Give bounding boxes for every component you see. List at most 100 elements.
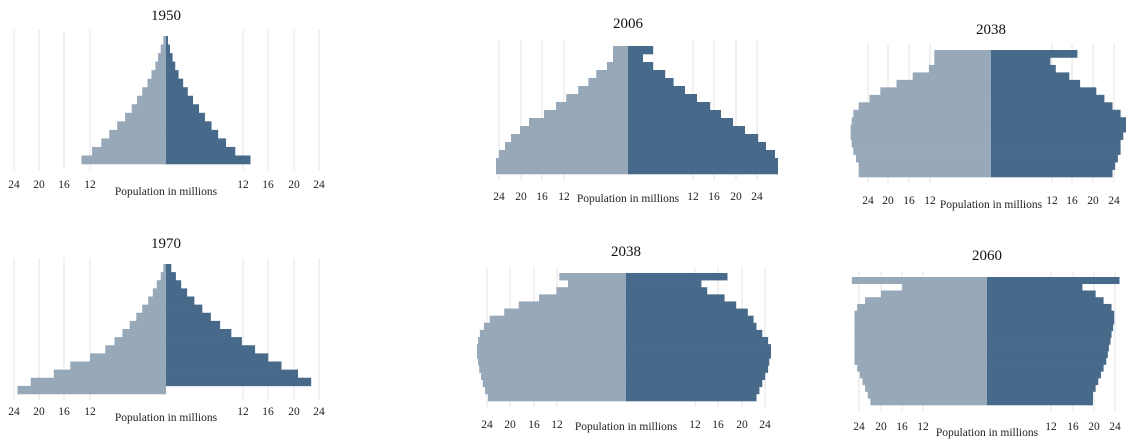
pyramid-chart-4: 2038 24 20 16 12 12 16 20 24 Population in millio… [850,22,1126,211]
tick-label: 20 [288,406,300,418]
tick-label: 12 [687,191,699,203]
bar-right [626,287,708,295]
bar-left [114,337,166,346]
bar-left [568,280,626,288]
tick-label: 16 [528,419,540,431]
tick-label: 16 [708,191,720,203]
bar-left [880,87,991,96]
bar-left [862,378,987,386]
tick-label: 20 [1087,195,1099,207]
bar-left [142,304,166,314]
bar-left [850,124,991,133]
pyramid-chart-2: 1970 24 20 16 12 12 16 20 24 Population in millio… [8,236,325,424]
bar-left [489,315,626,324]
chart-title: 1950 [151,8,181,24]
bar-right [991,154,1118,163]
bar-left [853,147,991,155]
bar-left [160,44,166,54]
bar-right [987,398,1093,406]
bar-left [101,138,166,148]
bar-left [147,78,166,88]
bar-right [626,337,769,345]
bar-left [854,337,987,345]
bar-right [628,126,745,135]
bar-right [987,310,1115,318]
bar-left [481,372,626,380]
bar-left [148,296,166,305]
bar-right [987,324,1114,332]
tick-label: 24 [1108,195,1120,207]
bar-right [166,121,212,131]
bar-right [626,294,725,302]
bar-right [166,53,173,62]
x-axis-label: Population in millions [575,421,678,433]
bar-right [991,72,1070,81]
x-axis-label: Population in millions [577,193,680,205]
bar-right [987,371,1101,379]
bar-right [626,358,770,366]
bar-right [987,357,1107,365]
bar-right [166,272,176,281]
bar-right [628,158,778,167]
bar-right [626,386,760,395]
bar-left [851,277,987,285]
bar-right [987,351,1108,359]
bar-right [166,296,195,305]
tick-label: 12 [84,406,96,418]
bar-left [857,303,987,311]
bar-right [628,166,778,175]
tick-label: 16 [58,179,70,191]
bar-right [166,155,251,165]
bar-left [158,53,166,62]
bar-right [991,162,1116,170]
bar-left [70,361,166,370]
tick-label: 16 [903,195,915,207]
bar-left [858,169,991,178]
bar-left [496,166,628,175]
bar-right [628,118,733,127]
bar-right [628,70,666,79]
bar-right [166,377,312,387]
bar-right [987,317,1115,325]
bar-right [628,78,674,87]
bar-left [479,365,626,373]
tick-label: 20 [33,179,45,191]
bar-right [626,301,737,309]
tick-label: 20 [288,179,300,191]
bar-left [504,308,626,316]
bar-right [987,378,1099,386]
bar-right [628,102,711,111]
x-axis-label: Population in millions [115,186,218,198]
bar-right [628,54,643,63]
bar-left [934,50,991,58]
tick-label: 24 [493,191,505,203]
pyramid-chart-3: 2006 24 20 16 12 12 16 20 24 Population in millio… [493,16,778,205]
bar-right [991,147,1121,155]
bar-left [105,345,166,354]
tick-label: 24 [8,406,20,418]
bar-left [122,329,166,338]
bar-left [520,126,628,135]
bar-left [556,287,626,295]
bar-left [854,330,987,338]
bar-right [991,94,1105,103]
bar-left [511,134,628,143]
bar-right [166,70,179,79]
bar-right [626,329,763,338]
bar-right [626,273,728,281]
tick-label: 24 [313,406,325,418]
bar-right [166,353,269,362]
bar-right [166,78,184,88]
bar-left [478,337,626,345]
bar-left [881,290,987,298]
tick-label: 20 [875,421,887,433]
bar-left [478,358,626,366]
bar-left [850,132,991,140]
bar-right [166,44,170,54]
bar-left [485,386,626,395]
tick-label: 24 [759,419,771,431]
bar-right [628,134,759,143]
bar-left [856,154,991,163]
bar-left [566,94,628,103]
